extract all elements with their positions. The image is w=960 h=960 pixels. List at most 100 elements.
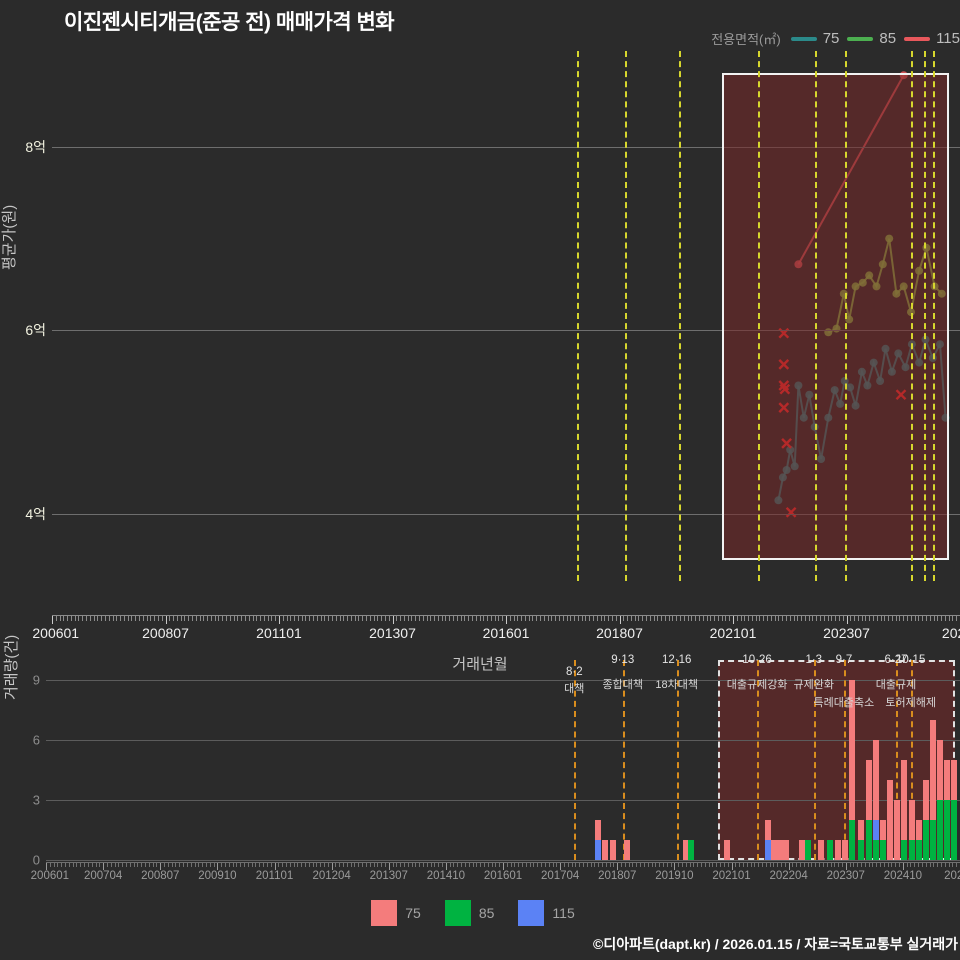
volume-x-tick xyxy=(491,863,493,867)
volume-bar[interactable] xyxy=(688,840,695,860)
legend-item-115[interactable]: 115 xyxy=(904,30,960,47)
volume-bar[interactable] xyxy=(908,800,915,860)
volume-bar[interactable] xyxy=(765,820,772,860)
volume-x-tick xyxy=(605,863,607,867)
volume-bar[interactable] xyxy=(923,780,930,860)
price-x-tick xyxy=(589,616,591,621)
volume-bar[interactable] xyxy=(886,780,893,860)
volume-bar[interactable] xyxy=(776,840,783,860)
price-x-tick xyxy=(354,616,356,621)
legend-swatch-85-icon xyxy=(847,36,874,41)
volume-bar[interactable] xyxy=(865,760,872,860)
price-x-tick xyxy=(782,616,784,621)
volume-bar[interactable] xyxy=(915,820,922,860)
volume-x-tick xyxy=(522,863,524,867)
volume-bar[interactable] xyxy=(880,820,887,860)
price-x-tick xyxy=(244,616,246,621)
price-x-tick xyxy=(214,616,216,621)
volume-bar[interactable] xyxy=(771,840,778,860)
volume-bar[interactable] xyxy=(682,840,689,860)
volume-x-tick xyxy=(415,863,417,867)
volume-bar[interactable] xyxy=(944,760,951,860)
price-x-tick xyxy=(528,616,530,621)
volume-bar[interactable] xyxy=(834,840,841,860)
volume-bar-segment xyxy=(765,820,772,840)
price-x-tick xyxy=(384,616,386,621)
volume-bar-segment xyxy=(602,840,609,860)
volume-x-tick xyxy=(800,863,802,867)
volume-x-tick xyxy=(167,863,169,867)
volume-bar[interactable] xyxy=(602,840,609,860)
volume-bar[interactable] xyxy=(798,840,805,860)
price-x-tick xyxy=(649,616,651,621)
volume-x-tick xyxy=(339,863,341,867)
volume-bar[interactable] xyxy=(950,760,957,860)
volume-x-tick xyxy=(419,863,421,867)
volume-x-tick xyxy=(426,863,428,867)
legend-item-85[interactable]: 85 xyxy=(847,30,896,47)
volume-bar[interactable] xyxy=(901,760,908,860)
volume-x-tick xyxy=(266,863,268,867)
volume-bar-segment xyxy=(872,840,879,860)
price-x-axis xyxy=(52,615,960,624)
volume-x-tick xyxy=(701,863,703,867)
volume-x-tick xyxy=(781,863,782,867)
price-x-tick xyxy=(937,616,939,621)
price-x-tick xyxy=(524,616,526,621)
price-x-tick xyxy=(933,616,935,621)
volume-legend-item-115[interactable]: 115 xyxy=(518,900,575,926)
volume-bar[interactable] xyxy=(872,740,879,860)
volume-bar[interactable] xyxy=(723,840,730,860)
volume-bar-segment xyxy=(950,760,957,800)
volume-bar[interactable] xyxy=(783,840,790,860)
volume-x-tick xyxy=(575,863,577,867)
volume-x-tick xyxy=(662,863,664,867)
volume-bar[interactable] xyxy=(827,840,834,860)
price-x-tick xyxy=(687,616,689,621)
volume-bar[interactable] xyxy=(805,840,812,860)
volume-bar-segment xyxy=(929,720,936,820)
volume-x-tick xyxy=(80,863,82,867)
volume-bar[interactable] xyxy=(624,840,631,860)
volume-bar[interactable] xyxy=(818,840,825,860)
volume-annotation-label: 대책 xyxy=(564,683,585,695)
volume-x-tick xyxy=(53,863,55,867)
volume-bar[interactable] xyxy=(858,820,865,860)
volume-bar[interactable] xyxy=(893,800,900,860)
volume-bar[interactable] xyxy=(841,840,848,860)
volume-bar[interactable] xyxy=(595,820,602,860)
price-x-tick xyxy=(555,616,557,621)
volume-x-tick xyxy=(906,863,908,867)
volume-bar-segment xyxy=(841,840,848,860)
volume-x-tick xyxy=(655,863,657,867)
volume-x-tick xyxy=(61,863,63,867)
volume-x-tick xyxy=(228,863,230,867)
price-x-tick xyxy=(751,616,753,621)
price-policy-marker-line xyxy=(678,51,681,581)
price-x-tick xyxy=(907,616,909,621)
volume-bar[interactable] xyxy=(936,740,943,860)
volume-x-tick xyxy=(872,863,874,867)
volume-x-tick xyxy=(761,863,763,867)
price-x-tick xyxy=(634,616,636,621)
volume-bar[interactable] xyxy=(849,680,856,860)
volume-legend-item-85[interactable]: 85 xyxy=(444,900,494,926)
volume-x-tick xyxy=(621,863,623,867)
legend-item-75[interactable]: 75 xyxy=(790,30,839,47)
volume-bar[interactable] xyxy=(929,720,936,860)
volume-legend-item-75[interactable]: 75 xyxy=(371,900,421,926)
volume-policy-marker-line xyxy=(813,660,816,860)
price-x-tick xyxy=(267,616,269,621)
price-policy-marker-line xyxy=(758,51,761,581)
price-x-tick xyxy=(396,616,398,621)
volume-x-tick-label: 200704 xyxy=(83,870,123,882)
volume-bar[interactable] xyxy=(609,840,616,860)
price-x-tick xyxy=(358,616,360,621)
price-policy-marker-line xyxy=(923,51,926,581)
price-x-tick xyxy=(623,616,625,621)
volume-x-tick xyxy=(449,863,451,867)
price-x-tick xyxy=(415,616,417,621)
volume-x-tick xyxy=(190,863,192,867)
volume-x-tick xyxy=(849,863,851,867)
volume-x-tick xyxy=(948,863,950,867)
